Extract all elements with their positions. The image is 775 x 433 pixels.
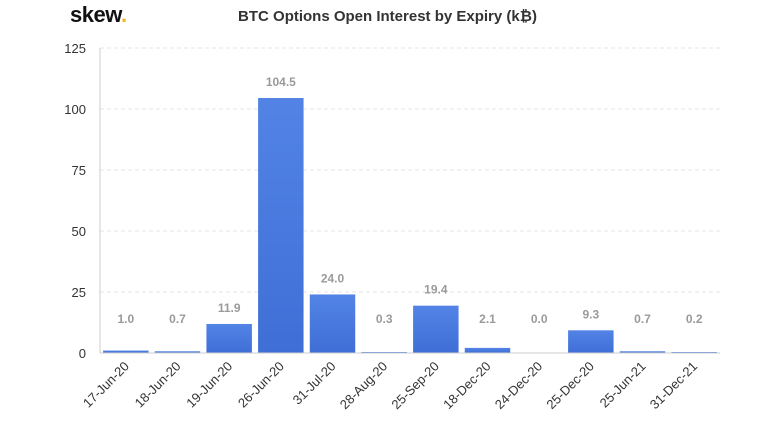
x-tick-label: 17-Jun-20 [80,359,132,411]
data-label: 9.3 [582,307,599,321]
data-label: 0.0 [531,312,548,326]
bar [103,350,149,353]
x-tick-label: 25-Dec-20 [543,359,597,413]
data-label: 104.5 [266,75,296,89]
data-label: 0.7 [169,312,186,326]
x-tick-label: 18-Dec-20 [440,359,494,413]
x-tick-label: 31-Jul-20 [290,359,339,408]
data-label: 24.0 [321,271,345,285]
logo-dot: . [121,2,127,27]
bars [103,98,717,354]
x-tick-label: 31-Dec-21 [647,359,701,413]
data-label: 1.0 [117,312,134,326]
data-labels: 1.0 0.7 11.9 104.5 24.0 0.3 19.4 2.1 0.0 9.3 0.7 0.… [117,75,702,326]
y-tick-label: 25 [72,285,86,300]
x-tick-label: 18-Jun-20 [132,359,184,411]
chart-title: BTC Options Open Interest by Expiry (k₿) [238,8,537,25]
bar [464,347,511,353]
x-tick-label: 26-Jun-20 [235,359,287,411]
data-label: 0.7 [634,312,651,326]
data-label: 0.2 [686,312,703,326]
y-tick-label: 50 [72,224,86,239]
bar [413,305,459,353]
y-tick-label: 100 [64,102,86,117]
bar [568,330,614,353]
x-tick-label: 19-Jun-20 [183,359,235,411]
data-label: 11.9 [218,301,241,315]
x-tick-label: 25-Sep-20 [388,359,442,413]
x-axis: 17-Jun-20 18-Jun-20 19-Jun-20 26-Jun-20 31-J… [80,352,720,413]
logo-text: skew [70,2,122,27]
data-label: 19.4 [424,283,448,297]
y-axis: 0 25 50 75 100 125 [64,41,101,361]
bar [206,323,252,353]
bar [258,98,304,354]
bar [619,351,666,353]
x-tick-label: 24-Dec-20 [492,359,546,413]
data-label: 2.1 [479,312,496,326]
x-tick-label: 28-Aug-20 [337,359,391,413]
y-tick-label: 125 [64,41,86,56]
y-tick-label: 0 [79,346,86,361]
bar [309,294,356,353]
y-tick-label: 75 [72,163,86,178]
skew-logo: skew. [70,2,127,28]
bar [154,351,201,353]
gridlines [100,47,720,354]
data-label: 0.3 [376,312,393,326]
x-tick-label: 25-Jun-21 [597,359,649,411]
